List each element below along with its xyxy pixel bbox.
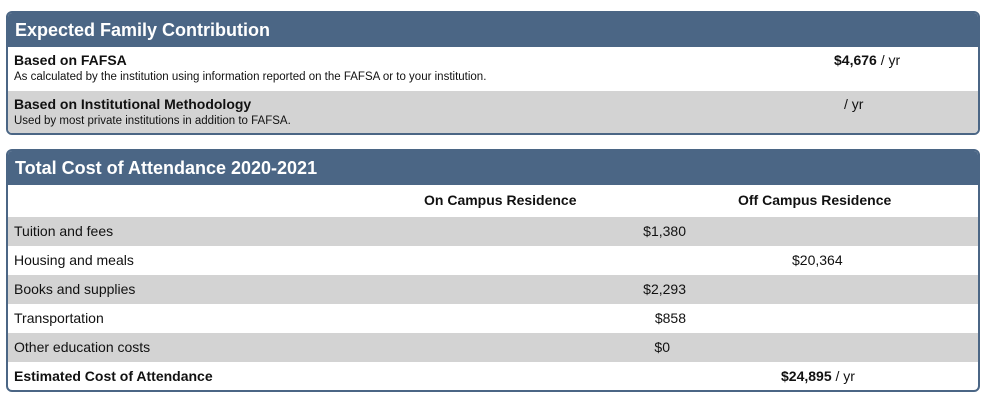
efc-row-fafsa: Based on FAFSA As calculated by the inst…: [8, 47, 978, 91]
efc-row-amount: / yr: [844, 96, 863, 112]
cost-label: Transportation: [14, 310, 104, 326]
efc-panel: Expected Family Contribution Based on FA…: [6, 11, 980, 135]
efc-row-label: Based on FAFSA: [14, 52, 127, 68]
table-row-total: Estimated Cost of Attendance $24,895 / y…: [8, 362, 978, 390]
cost-on-campus: $1,380: [643, 223, 686, 239]
table-row: Housing and meals $20,364: [8, 246, 978, 275]
cost-on-campus: $858: [654, 310, 686, 326]
efc-panel-title: Expected Family Contribution: [8, 13, 978, 47]
cost-on-campus: $0: [654, 339, 670, 355]
cost-of-attendance-panel: Total Cost of Attendance 2020-2021 On Ca…: [6, 149, 980, 392]
cost-label: Books and supplies: [14, 281, 136, 297]
total-amount: $24,895 / yr: [781, 362, 855, 390]
efc-row-description: As calculated by the institution using i…: [14, 71, 487, 83]
table-row: Transportation $858: [8, 304, 978, 333]
total-amount-unit: / yr: [831, 368, 855, 384]
cost-label: Other education costs: [14, 339, 151, 355]
table-row: Tuition and fees $1,380: [8, 217, 978, 246]
cost-label: Tuition and fees: [14, 223, 114, 239]
coa-panel-title: Total Cost of Attendance 2020-2021: [8, 151, 978, 185]
efc-amount-unit: / yr: [844, 96, 864, 112]
efc-row-description: Used by most private institutions in add…: [14, 115, 291, 127]
total-amount-value: $24,895: [781, 368, 832, 384]
column-header-on-campus: On Campus Residence: [424, 192, 577, 208]
total-label: Estimated Cost of Attendance: [14, 368, 213, 384]
cost-off-campus: $20,364: [792, 252, 843, 268]
cost-label: Housing and meals: [14, 252, 134, 268]
efc-amount-unit: / yr: [876, 52, 901, 68]
efc-row-amount: $4,676 / yr: [834, 52, 900, 68]
table-row: Books and supplies $2,293: [8, 275, 978, 304]
column-header-off-campus: Off Campus Residence: [738, 192, 892, 208]
efc-row-institutional: Based on Institutional Methodology Used …: [8, 91, 978, 133]
cost-on-campus: $2,293: [643, 281, 686, 297]
efc-row-label: Based on Institutional Methodology: [14, 96, 252, 112]
coa-column-headers: On Campus Residence Off Campus Residence: [8, 185, 978, 217]
table-row: Other education costs $0: [8, 333, 978, 362]
efc-amount-value: $4,676: [834, 52, 877, 68]
